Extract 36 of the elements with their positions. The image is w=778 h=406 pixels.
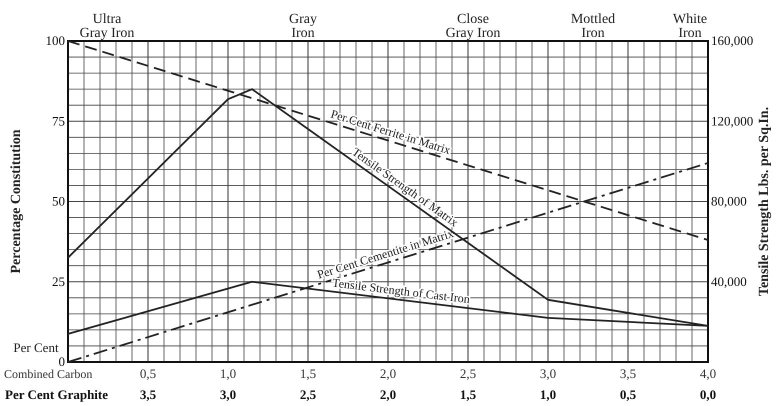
- annotation: White Iron: [672, 12, 708, 41]
- y2-tick-label: 80,000: [711, 194, 747, 208]
- text: Per Cent: [13, 340, 59, 355]
- y-tick-label: 100: [46, 33, 65, 48]
- x-tick-label: 4,0: [700, 366, 716, 381]
- x2-tick-label: 0,0: [700, 387, 716, 402]
- x-tick-label: 3,0: [540, 366, 556, 381]
- y2-axis-title: Tensile Strength Lbs. per Sq.In.: [757, 106, 772, 296]
- y-tick-label: 75: [52, 113, 65, 128]
- x2-tick-label: 0,5: [620, 387, 637, 402]
- y2-tick-label: 160,000: [711, 33, 754, 48]
- x2-tick-label: 2,5: [300, 387, 317, 402]
- x2-tick-label: 1,0: [540, 387, 556, 402]
- x-tick-label: 0,5: [140, 366, 156, 381]
- x2-tick-label: 3,0: [220, 387, 236, 402]
- x-tick-label: 2,0: [380, 366, 396, 381]
- y-tick-label: 50: [52, 194, 65, 208]
- x2-tick-label: 2,0: [380, 387, 396, 402]
- annotation: Gray Iron: [289, 12, 317, 41]
- x2-axis-title: Per Cent Graphite: [5, 387, 108, 402]
- x-axis-title: Combined Carbon: [4, 367, 92, 381]
- annotation: Ultra Gray Iron: [80, 12, 134, 41]
- annotation: Close Gray Iron: [446, 12, 500, 41]
- annotation: Mottled Iron: [570, 12, 616, 41]
- text: Tensile Strength of Cast Iron: [332, 276, 471, 306]
- x2-tick-label: 1,5: [460, 387, 477, 402]
- y-tick-label: 0: [58, 354, 65, 369]
- x-tick-label: 2,5: [460, 366, 476, 381]
- x2-tick-label: 3,5: [140, 387, 157, 402]
- y-tick-label: 25: [52, 274, 65, 289]
- x-tick-label: 3,5: [620, 366, 636, 381]
- x-tick-label: 1,5: [300, 366, 316, 381]
- x-tick-label: 1,0: [220, 366, 236, 381]
- y2-tick-label: 40,000: [711, 274, 747, 289]
- y2-tick-label: 120,000: [711, 113, 754, 128]
- y-axis-title: Percentage Constitution: [9, 129, 24, 274]
